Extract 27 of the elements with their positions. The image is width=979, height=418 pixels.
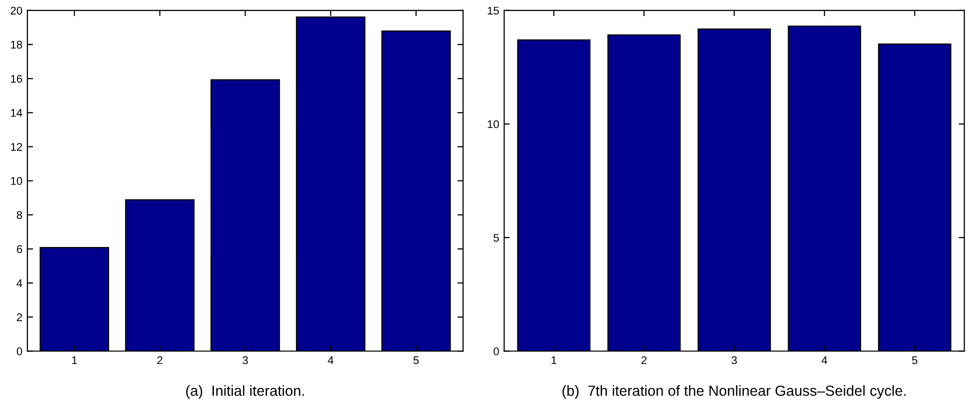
y-tick-label: 20 [10, 6, 22, 15]
y-tick-label: 8 [16, 211, 22, 219]
y-tick-label: 10 [11, 177, 22, 185]
y-tick-label: 12 [11, 142, 22, 151]
y-tick-label: 10 [488, 120, 499, 128]
y-tick-label: 0 [16, 347, 22, 356]
y-tick-label: 15 [488, 6, 499, 15]
x-tick-label: 2 [157, 356, 162, 364]
y-tick-label: 18 [11, 40, 22, 49]
x-tick-label: 1 [552, 356, 556, 364]
y-tick-label: 2 [16, 313, 22, 322]
x-tick-label: 4 [328, 356, 334, 364]
x-tick-label: 5 [413, 356, 419, 364]
text: (b) 7th iteration of the Nonlinear Gauss–Seidel cycle. [562, 385, 906, 399]
y-tick-label: 14 [11, 109, 22, 117]
x-tick-label: 4 [822, 356, 828, 364]
y-tick-label: 0 [494, 347, 499, 356]
y-tick-label: 5 [494, 234, 499, 242]
x-tick-label: 1 [72, 356, 77, 364]
text: (a) Initial iteration. [186, 385, 304, 399]
x-tick-label: 3 [242, 356, 248, 364]
x-tick-label: 3 [732, 356, 737, 364]
y-tick-label: 6 [16, 245, 22, 254]
x-tick-label: 5 [912, 356, 918, 364]
y-tick-label: 4 [16, 279, 22, 288]
y-tick-label: 16 [11, 74, 22, 83]
x-tick-label: 2 [642, 356, 647, 364]
